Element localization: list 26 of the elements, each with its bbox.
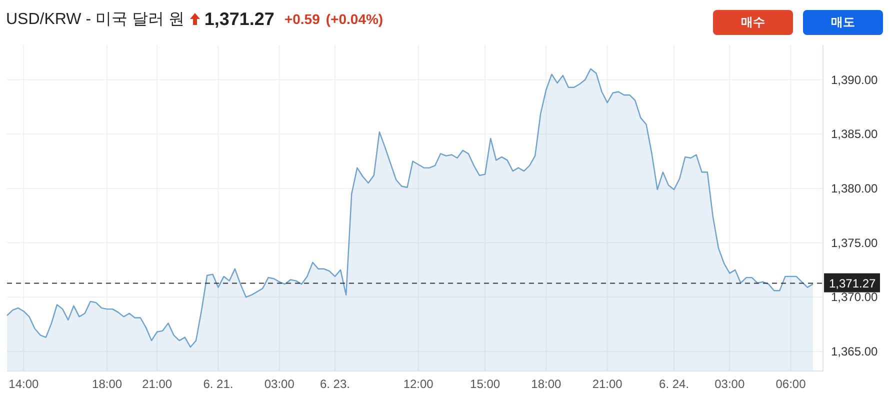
x-tick-label: 18:00 — [531, 377, 562, 391]
x-tick-label: 21:00 — [592, 377, 623, 391]
x-tick-label: 14:00 — [8, 377, 40, 391]
x-tick-label: 6. 21. — [203, 377, 234, 391]
x-tick-label: 03:00 — [264, 377, 295, 391]
text: (+0.04%) — [326, 11, 384, 27]
y-tick-label: 1,390.00 — [831, 72, 878, 87]
y-tick-label: 1,380.00 — [831, 181, 878, 196]
y-tick-label: 1,375.00 — [831, 236, 878, 250]
y-tick-label: 1,370.00 — [831, 290, 878, 304]
x-tick-label: 03:00 — [714, 377, 745, 391]
text: 매수 — [713, 10, 793, 35]
ref-line-label: 1,371.27 — [829, 276, 876, 290]
x-tick-label: 6. 24. — [659, 377, 690, 391]
x-tick-label: 18:00 — [92, 377, 122, 391]
y-tick-label: 1,385.00 — [831, 127, 878, 142]
x-tick-label: 06:00 — [776, 377, 806, 391]
x-tick-label: 15:00 — [470, 377, 500, 391]
text: +0.59 — [284, 11, 320, 27]
text: 1,371.27 — [204, 8, 274, 30]
y-tick-label: 1,365.00 — [831, 344, 878, 358]
x-tick-label: 12:00 — [403, 377, 434, 391]
x-tick-label: 6. 23. — [320, 377, 350, 391]
x-tick-label: 21:00 — [142, 377, 172, 391]
chart-title: USD/KRW - 미국 달러 원 — [6, 10, 184, 30]
text: 매도 — [803, 10, 883, 35]
